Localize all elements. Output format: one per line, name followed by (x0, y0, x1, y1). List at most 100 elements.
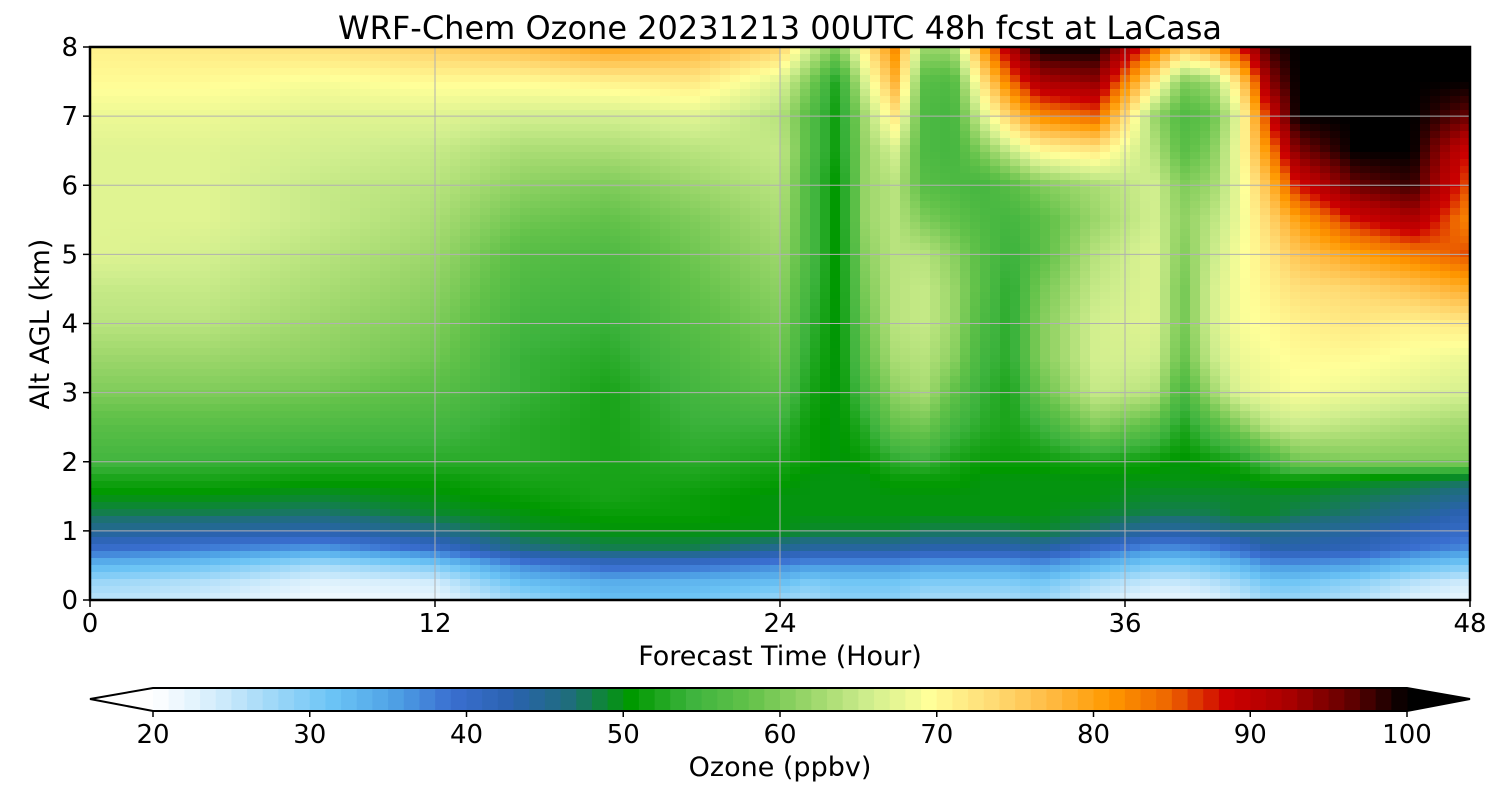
heatmap-cell (270, 551, 281, 559)
heatmap-cell (320, 460, 331, 468)
heatmap-cell (690, 341, 701, 349)
heatmap-cell (510, 89, 521, 97)
heatmap-cell (680, 425, 691, 433)
heatmap-cell (560, 481, 571, 489)
heatmap-cell (170, 89, 181, 97)
heatmap-cell (570, 222, 581, 230)
heatmap-cell (340, 313, 351, 321)
heatmap-cell (320, 327, 331, 335)
heatmap-cell (560, 495, 571, 503)
heatmap-cell (250, 152, 261, 160)
heatmap-cell (690, 579, 701, 587)
heatmap-cell (130, 551, 141, 559)
heatmap-cell (500, 117, 511, 125)
heatmap-cell (360, 502, 371, 510)
heatmap-cell (680, 82, 691, 90)
heatmap-cell (600, 103, 611, 111)
heatmap-cell (170, 131, 181, 139)
heatmap-cell (450, 236, 461, 244)
heatmap-cell (520, 348, 531, 356)
heatmap-cell (370, 495, 381, 503)
heatmap-cell (620, 243, 631, 251)
heatmap-cell (100, 89, 111, 97)
heatmap-cell (310, 278, 321, 286)
heatmap-cell (700, 593, 711, 600)
heatmap-cell (540, 68, 551, 76)
heatmap-cell (120, 61, 131, 69)
heatmap-cell (710, 467, 721, 475)
heatmap-cell (120, 537, 131, 545)
heatmap-cell (180, 166, 191, 174)
heatmap-cell (230, 523, 241, 531)
heatmap-cell (280, 565, 291, 573)
heatmap-cell (290, 292, 301, 300)
heatmap-cell (620, 390, 631, 398)
heatmap-cell (310, 117, 321, 125)
heatmap-cell (410, 222, 421, 230)
heatmap-cell (460, 103, 471, 111)
heatmap-cell (420, 390, 431, 398)
heatmap-cell (510, 159, 521, 167)
heatmap-cell (290, 460, 301, 468)
heatmap-cell (550, 369, 561, 377)
heatmap-cell (660, 257, 671, 265)
heatmap-cell (220, 327, 231, 335)
heatmap-cell (460, 579, 471, 587)
heatmap-cell (200, 565, 211, 573)
heatmap-cell (690, 327, 701, 335)
heatmap-cell (700, 565, 711, 573)
heatmap-cell (420, 362, 431, 370)
heatmap-cell (410, 138, 421, 146)
heatmap-cell (560, 201, 571, 209)
heatmap-cell (230, 208, 241, 216)
heatmap-cell (570, 495, 581, 503)
heatmap-cell (630, 75, 641, 83)
heatmap-cell (140, 166, 151, 174)
heatmap-cell (670, 243, 681, 251)
heatmap-cell (150, 383, 161, 391)
heatmap-cell (610, 47, 621, 55)
heatmap-cell (350, 593, 361, 600)
heatmap-cell (100, 341, 111, 349)
heatmap-cell (170, 509, 181, 517)
heatmap-cell (140, 152, 151, 160)
heatmap-cell (210, 166, 221, 174)
heatmap-cell (350, 523, 361, 531)
heatmap-cell (140, 481, 151, 489)
heatmap-cell (210, 509, 221, 517)
heatmap-cell (470, 89, 481, 97)
heatmap-cell (350, 537, 361, 545)
heatmap-cell (630, 159, 641, 167)
heatmap-cell (170, 432, 181, 440)
heatmap-cell (180, 355, 191, 363)
heatmap-cell (500, 271, 511, 279)
heatmap-cell (200, 474, 211, 482)
heatmap-cell (270, 369, 281, 377)
heatmap-cell (310, 474, 321, 482)
heatmap-cell (500, 488, 511, 496)
heatmap-cell (660, 313, 671, 321)
heatmap-cell (260, 159, 271, 167)
heatmap-cell (90, 89, 101, 97)
heatmap-cell (300, 152, 311, 160)
heatmap-cell (610, 453, 621, 461)
heatmap-cell (640, 509, 651, 517)
heatmap-cell (380, 593, 391, 600)
heatmap-cell (460, 187, 471, 195)
heatmap-cell (200, 215, 211, 223)
heatmap-cell (620, 180, 631, 188)
heatmap-cell (210, 215, 221, 223)
heatmap-cell (260, 187, 271, 195)
heatmap-cell (380, 96, 391, 104)
heatmap-cell (610, 68, 621, 76)
heatmap-cell (600, 502, 611, 510)
heatmap-cell (720, 131, 731, 139)
heatmap-cell (510, 425, 521, 433)
heatmap-cell (410, 523, 421, 531)
heatmap-cell (590, 208, 601, 216)
heatmap-cell (600, 558, 611, 566)
heatmap-cell (210, 523, 221, 531)
heatmap-cell (340, 425, 351, 433)
heatmap-cell (360, 544, 371, 552)
heatmap-cell (500, 278, 511, 286)
